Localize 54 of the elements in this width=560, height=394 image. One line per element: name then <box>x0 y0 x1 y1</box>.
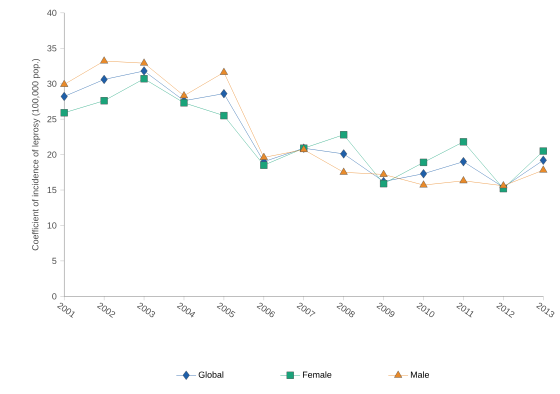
x-tick-label: 2005 <box>216 302 236 318</box>
point <box>459 176 468 184</box>
y-tick-label: 30 <box>47 80 56 87</box>
point <box>420 158 428 166</box>
x-tick-label: 2007 <box>296 302 316 317</box>
point <box>60 80 68 87</box>
x-tick-label: 2013 <box>536 302 554 318</box>
point <box>499 181 508 188</box>
point <box>140 58 148 66</box>
point <box>260 162 268 169</box>
point <box>220 112 228 120</box>
legend-label: Female <box>302 371 332 378</box>
point <box>540 147 547 155</box>
point <box>60 92 68 102</box>
point <box>60 109 68 116</box>
point <box>420 169 428 178</box>
x-tick-label: 2006 <box>256 302 275 318</box>
point <box>340 131 348 138</box>
y-tick-label: 15 <box>48 186 56 194</box>
legend-label: Male <box>410 371 430 378</box>
point <box>220 88 228 98</box>
point <box>460 138 468 146</box>
point <box>100 56 108 64</box>
x-tick-label: 2011 <box>456 302 474 318</box>
y-tick-label: 0 <box>52 293 56 300</box>
y-axis-title: Coefficient of incidence of leprosy (100,000 pop.) <box>32 58 40 250</box>
point <box>100 74 108 84</box>
point <box>340 149 348 158</box>
y-tick-label: 40 <box>47 10 56 16</box>
point <box>419 180 428 188</box>
point <box>140 75 148 82</box>
point <box>220 68 228 75</box>
legend-label: Global <box>198 371 224 378</box>
y-tick-label: 20 <box>47 151 56 158</box>
y-tick-label: 35 <box>47 45 56 52</box>
x-tick-label: 2009 <box>376 302 395 317</box>
x-tick-label: 2003 <box>136 302 156 318</box>
y-tick-label: 10 <box>48 222 56 229</box>
point <box>380 170 388 177</box>
point <box>140 66 148 76</box>
point <box>460 156 467 166</box>
x-tick-label: 2004 <box>176 302 196 318</box>
point <box>380 180 388 188</box>
x-tick-label: 2010 <box>416 302 434 318</box>
point <box>260 152 268 160</box>
point <box>180 91 188 98</box>
point <box>100 97 108 104</box>
point <box>539 165 548 173</box>
y-tick-label: 5 <box>52 258 56 264</box>
y-tick-label: 25 <box>47 116 56 122</box>
point <box>340 168 348 175</box>
x-tick-label: 2008 <box>336 302 355 318</box>
point <box>540 156 547 165</box>
point <box>180 99 188 106</box>
